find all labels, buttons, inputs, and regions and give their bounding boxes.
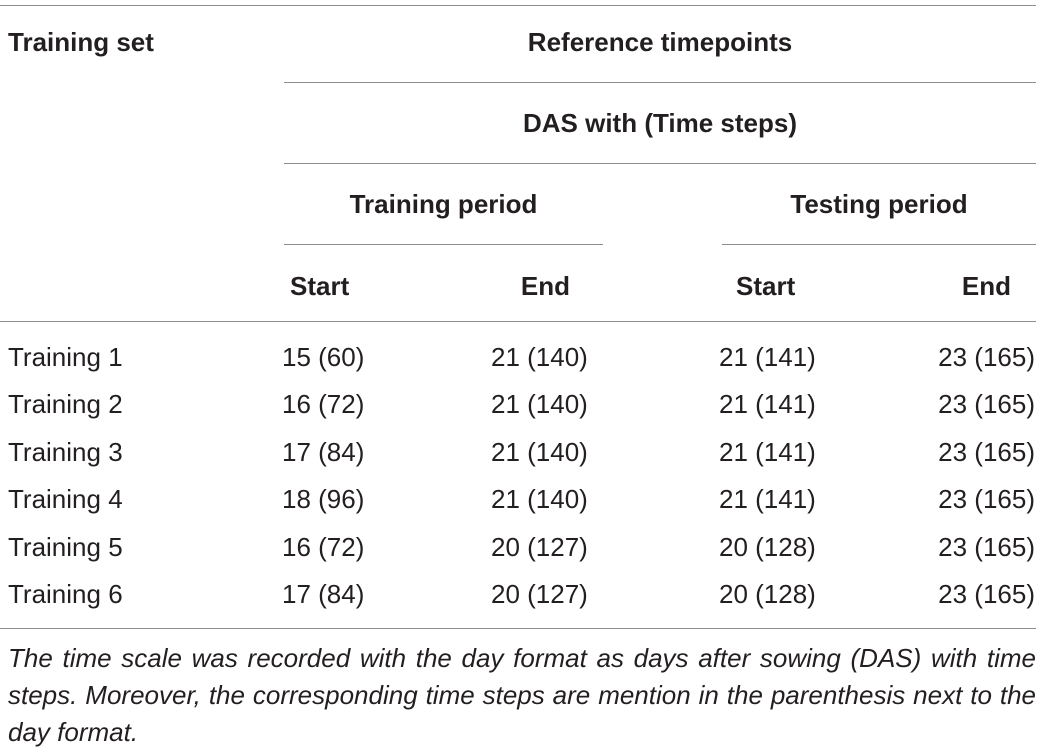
- header-reference-timepoints: Reference timepoints: [527, 27, 793, 57]
- table-bottom-rule: [0, 628, 1036, 629]
- cell-train-end: 21 (140): [491, 484, 588, 514]
- cell-test-end: 23 (165): [938, 532, 1035, 562]
- cell-train-start: 17 (84): [282, 579, 365, 609]
- cell-test-end: 23 (165): [938, 342, 1035, 372]
- cell-train-end: 21 (140): [491, 437, 588, 467]
- header-das-with: DAS with (Time steps): [522, 108, 797, 138]
- cell-test-start: 20 (128): [719, 579, 816, 609]
- cell-train-start: 16 (72): [282, 532, 365, 562]
- cell-test-end: 23 (165): [938, 484, 1035, 514]
- header-bottom-rule: [0, 321, 1036, 322]
- cell-train-end: 20 (127): [491, 532, 588, 562]
- cell-train-end: 21 (140): [491, 342, 588, 372]
- cell-train-start: 15 (60): [282, 342, 365, 372]
- header-training-set: Training set: [8, 27, 154, 57]
- cell-train-start: 16 (72): [282, 389, 365, 419]
- cell-test-end: 23 (165): [938, 437, 1035, 467]
- header-training-end: End: [520, 271, 570, 301]
- row-name: Training 1: [8, 342, 123, 372]
- cell-test-end: 23 (165): [938, 389, 1035, 419]
- row-name: Training 5: [8, 532, 123, 562]
- cell-test-start: 21 (141): [719, 437, 816, 467]
- cell-train-end: 21 (140): [491, 389, 588, 419]
- table-footnote: The time scale was recorded with the day…: [8, 643, 1036, 747]
- header-training-period: Training period: [349, 189, 538, 219]
- reference-timepoints-rule: [284, 82, 1036, 83]
- cell-test-start: 21 (141): [719, 484, 816, 514]
- header-testing-start: Start: [736, 271, 796, 301]
- training-period-rule: [284, 244, 603, 245]
- header-training-start: Start: [290, 271, 350, 301]
- top-rule: [0, 5, 1036, 6]
- row-name: Training 6: [8, 579, 123, 609]
- row-name: Training 3: [8, 437, 123, 467]
- cell-test-end: 23 (165): [938, 579, 1035, 609]
- header-testing-period: Testing period: [790, 189, 968, 219]
- das-rule: [284, 163, 1036, 164]
- cell-train-start: 18 (96): [282, 484, 365, 514]
- cell-test-start: 21 (141): [719, 342, 816, 372]
- cell-test-start: 21 (141): [719, 389, 816, 419]
- cell-test-start: 20 (128): [719, 532, 816, 562]
- header-testing-end: End: [961, 271, 1011, 301]
- cell-train-end: 20 (127): [491, 579, 588, 609]
- testing-period-rule: [722, 244, 1036, 245]
- row-name: Training 4: [8, 484, 123, 514]
- row-name: Training 2: [8, 389, 123, 419]
- cell-train-start: 17 (84): [282, 437, 365, 467]
